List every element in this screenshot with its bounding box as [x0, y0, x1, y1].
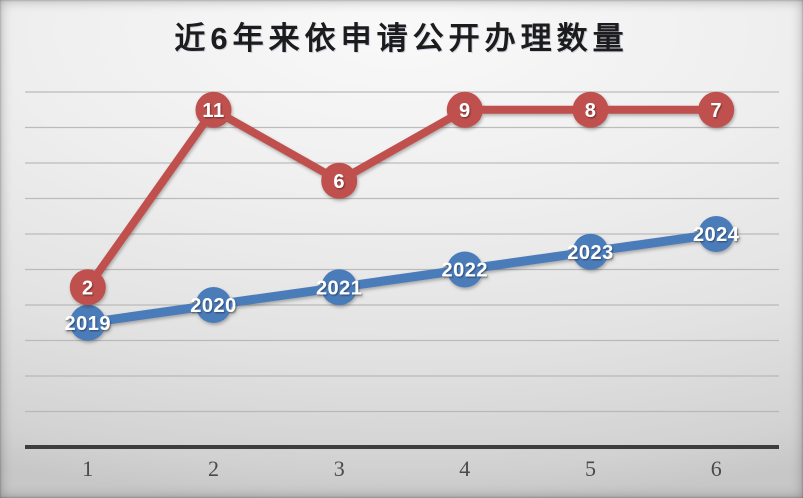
x-axis-label: 5: [585, 456, 596, 481]
count-series-marker: [572, 91, 609, 128]
count-series-data-label: 6: [333, 171, 345, 193]
count-series-marker: [446, 91, 483, 128]
year-series-group: 2019 2020 2021 2022 2023 2024: [65, 216, 740, 341]
count-series-marker: [698, 91, 735, 128]
x-axis-label: 1: [82, 456, 93, 481]
gridline-group: [25, 91, 779, 413]
x-axis-label: 6: [711, 456, 722, 481]
count-series-marker: [69, 269, 106, 306]
year-series-marker: [321, 269, 358, 306]
chart-title: 近6年来依申请公开办理数量: [174, 21, 629, 56]
year-series-marker: [572, 233, 609, 270]
year-series-data-label: 2024: [693, 224, 740, 246]
year-series-marker: [446, 251, 483, 288]
year-series-marker: [698, 216, 735, 252]
count-series-marker: [321, 162, 358, 199]
year-series-data-label: 2020: [190, 295, 237, 317]
year-series-marker: [69, 304, 106, 341]
axis-labels-group: 1 2 3 4 5 6: [82, 456, 721, 481]
count-series-marker: [195, 91, 232, 128]
count-series-data-label: 7: [710, 100, 722, 122]
year-series-data-label: 2022: [442, 260, 489, 282]
year-series-marker: [195, 287, 232, 323]
x-axis-label: 2: [208, 456, 219, 481]
x-axis-label: 3: [334, 456, 345, 481]
count-series-data-label: 11: [202, 100, 224, 122]
count-series-data-label: 8: [585, 100, 597, 122]
year-series-line: [83, 229, 721, 328]
year-series-data-label: 2019: [65, 313, 112, 335]
year-series-data-label: 2021: [316, 277, 363, 299]
year-series-data-label: 2023: [567, 242, 614, 264]
count-series-group: 2 11 6 9 8 7: [69, 91, 735, 306]
x-axis-label: 4: [459, 456, 470, 481]
count-series-data-label: 9: [459, 100, 471, 122]
count-series-data-label: 2: [82, 277, 94, 299]
series-group: 2019 2020 2021 2022 2023 2024 2 11 6 9 8 7: [65, 91, 740, 341]
count-series-line: [83, 105, 721, 292]
